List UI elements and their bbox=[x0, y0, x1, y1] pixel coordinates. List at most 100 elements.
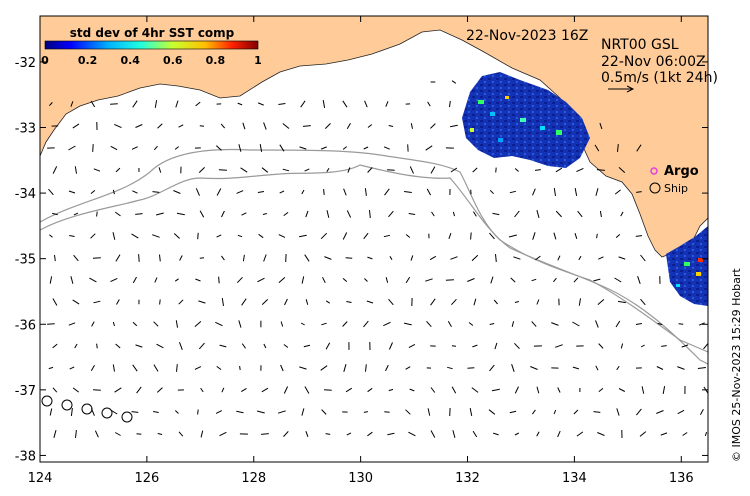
current-vector bbox=[173, 233, 180, 239]
current-vector bbox=[326, 167, 330, 173]
current-vector bbox=[75, 430, 77, 438]
current-vector bbox=[595, 365, 599, 371]
current-vector bbox=[426, 320, 432, 328]
current-vector bbox=[509, 190, 517, 194]
x-tick-label: 132 bbox=[455, 471, 480, 486]
current-vector bbox=[677, 366, 685, 370]
current-vector bbox=[555, 210, 562, 218]
current-vector bbox=[219, 431, 227, 437]
current-vector bbox=[115, 343, 121, 349]
current-vector bbox=[636, 408, 642, 416]
colorbar-tick-label: 0.2 bbox=[78, 54, 98, 67]
y-tick-label: -36 bbox=[15, 318, 36, 333]
current-vector bbox=[132, 321, 138, 327]
current-vector bbox=[387, 432, 395, 436]
current-vector bbox=[158, 167, 162, 173]
current-vector bbox=[470, 232, 472, 240]
current-vector bbox=[112, 232, 116, 240]
current-vector bbox=[388, 125, 394, 127]
current-vector bbox=[532, 232, 536, 240]
current-vector bbox=[115, 167, 121, 173]
current-vector bbox=[323, 189, 325, 195]
current-vector bbox=[451, 386, 457, 394]
current-vector bbox=[200, 430, 204, 438]
current-vector bbox=[322, 276, 326, 284]
current-vector bbox=[52, 212, 58, 216]
current-vector bbox=[346, 301, 352, 303]
current-vector bbox=[279, 190, 285, 194]
current-vector bbox=[408, 431, 416, 437]
current-vector bbox=[614, 189, 621, 195]
current-vector bbox=[92, 257, 101, 259]
current-vector bbox=[200, 387, 204, 393]
current-vector bbox=[514, 210, 520, 218]
sst-hotspots bbox=[470, 96, 703, 287]
current-vector bbox=[72, 387, 79, 393]
current-vector bbox=[112, 364, 115, 372]
current-vector bbox=[52, 298, 58, 306]
current-vector bbox=[508, 234, 517, 238]
current-vector bbox=[195, 278, 201, 282]
current-vector bbox=[238, 144, 242, 152]
current-vector bbox=[159, 254, 161, 262]
current-vector bbox=[576, 167, 584, 173]
current-vector bbox=[405, 366, 411, 370]
current-vector bbox=[49, 276, 53, 284]
colorbar-tick-label: 0.4 bbox=[120, 54, 140, 67]
current-vector bbox=[96, 211, 98, 217]
current-vector bbox=[321, 322, 327, 326]
current-vector bbox=[640, 254, 646, 262]
current-vector bbox=[536, 431, 540, 437]
current-vector bbox=[640, 344, 645, 348]
current-vector bbox=[115, 254, 121, 262]
current-vector bbox=[472, 430, 478, 438]
colorbar-tick-label: 0.8 bbox=[206, 54, 226, 67]
current-vector bbox=[620, 211, 624, 217]
current-vector bbox=[72, 299, 80, 305]
current-vector bbox=[68, 322, 76, 326]
current-vector bbox=[472, 211, 477, 217]
current-vector bbox=[197, 409, 199, 415]
current-vector-field bbox=[47, 80, 708, 439]
y-tick-label: -34 bbox=[15, 187, 36, 202]
current-vector bbox=[157, 123, 163, 129]
current-vector bbox=[92, 144, 94, 152]
current-vector bbox=[555, 344, 563, 348]
current-vector bbox=[195, 101, 201, 107]
current-vector bbox=[452, 211, 455, 217]
current-vector bbox=[216, 188, 222, 196]
current-vector bbox=[116, 299, 120, 305]
current-vector bbox=[136, 386, 142, 394]
current-vector bbox=[636, 191, 642, 193]
current-vector bbox=[304, 254, 310, 262]
current-vector bbox=[598, 388, 604, 392]
current-vector bbox=[640, 298, 646, 306]
current-vector bbox=[473, 298, 477, 306]
current-vector bbox=[618, 167, 626, 173]
current-vector bbox=[304, 168, 310, 172]
current-vector bbox=[155, 212, 164, 216]
current-vector bbox=[343, 364, 347, 372]
current-vector bbox=[320, 146, 327, 150]
current-vector bbox=[135, 213, 143, 215]
current-vector bbox=[660, 432, 668, 436]
y-tick-label: -32 bbox=[15, 56, 36, 71]
current-vector bbox=[278, 234, 286, 238]
current-vector bbox=[240, 167, 248, 173]
current-vector bbox=[682, 432, 688, 436]
current-vector bbox=[236, 190, 244, 194]
current-vector bbox=[236, 410, 244, 414]
current-vector bbox=[90, 100, 96, 108]
current-vector bbox=[448, 233, 452, 239]
current-vector bbox=[427, 408, 431, 416]
current-vector bbox=[514, 386, 519, 394]
current-vector bbox=[90, 233, 96, 239]
current-vector bbox=[430, 298, 436, 306]
ship-track bbox=[41, 395, 133, 423]
current-vector bbox=[388, 298, 394, 306]
ship-marker bbox=[649, 182, 661, 194]
current-vector bbox=[493, 299, 498, 305]
current-vector bbox=[388, 210, 394, 218]
current-vector bbox=[388, 388, 394, 392]
current-vector bbox=[383, 146, 390, 150]
